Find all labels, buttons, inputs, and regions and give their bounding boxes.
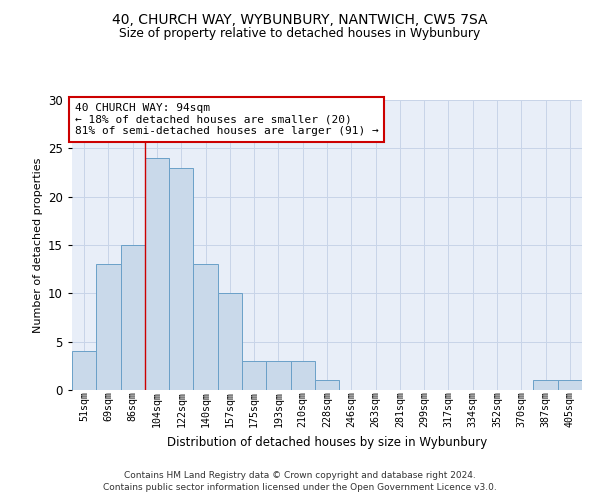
Text: 40 CHURCH WAY: 94sqm
← 18% of detached houses are smaller (20)
81% of semi-detac: 40 CHURCH WAY: 94sqm ← 18% of detached h… <box>74 103 379 136</box>
Bar <box>169 168 193 390</box>
Bar <box>266 361 290 390</box>
Bar <box>315 380 339 390</box>
Bar <box>533 380 558 390</box>
Text: Contains HM Land Registry data © Crown copyright and database right 2024.: Contains HM Land Registry data © Crown c… <box>124 471 476 480</box>
Bar <box>558 380 582 390</box>
Bar <box>121 245 145 390</box>
Text: 40, CHURCH WAY, WYBUNBURY, NANTWICH, CW5 7SA: 40, CHURCH WAY, WYBUNBURY, NANTWICH, CW5… <box>112 12 488 26</box>
Y-axis label: Number of detached properties: Number of detached properties <box>32 158 43 332</box>
Text: Contains public sector information licensed under the Open Government Licence v3: Contains public sector information licen… <box>103 484 497 492</box>
Bar <box>145 158 169 390</box>
Bar <box>218 294 242 390</box>
Bar <box>193 264 218 390</box>
Bar <box>242 361 266 390</box>
Bar <box>96 264 121 390</box>
Text: Size of property relative to detached houses in Wybunbury: Size of property relative to detached ho… <box>119 28 481 40</box>
Bar <box>72 352 96 390</box>
Bar <box>290 361 315 390</box>
X-axis label: Distribution of detached houses by size in Wybunbury: Distribution of detached houses by size … <box>167 436 487 448</box>
